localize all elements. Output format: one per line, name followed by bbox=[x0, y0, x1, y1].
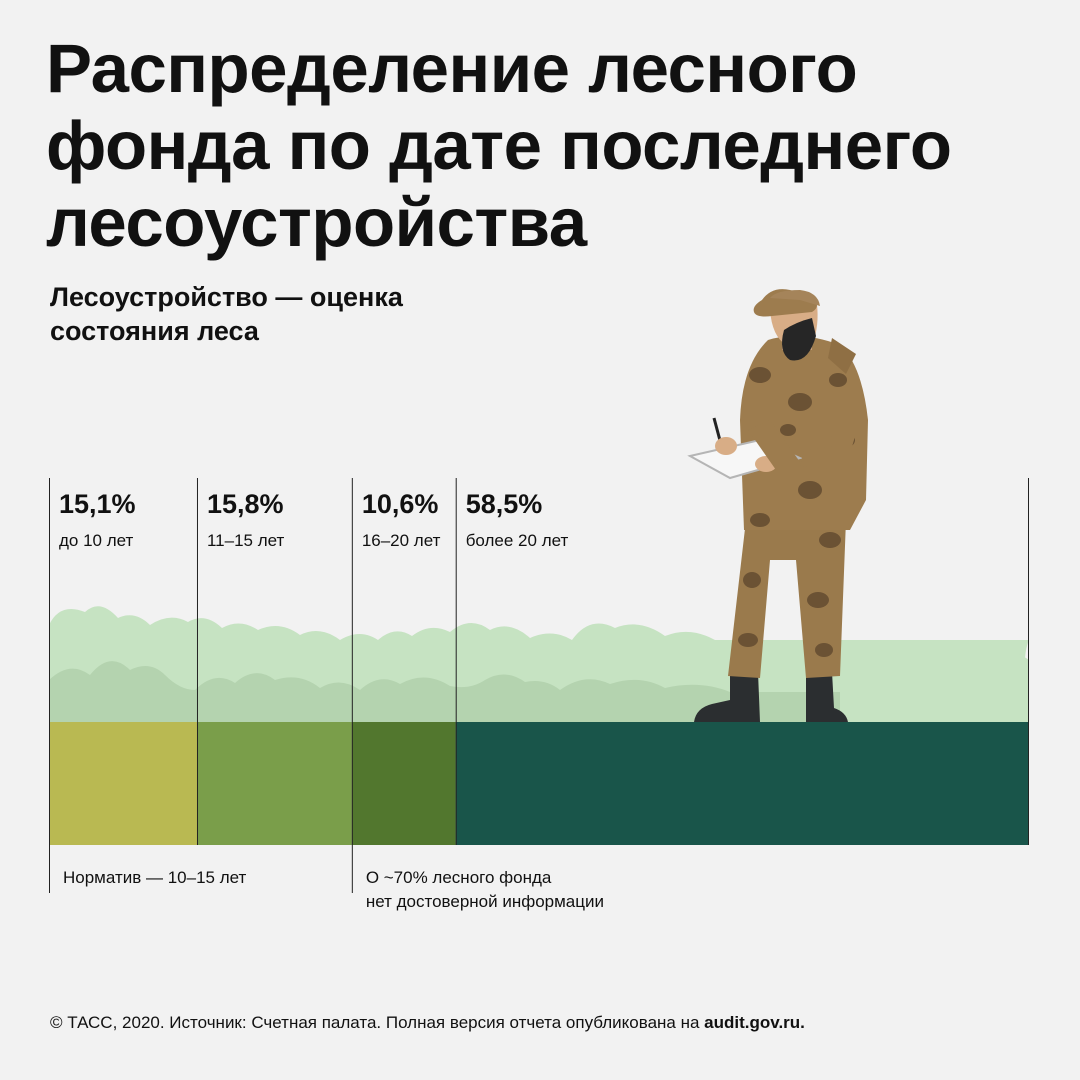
left-hand bbox=[715, 437, 737, 455]
left-boot bbox=[694, 672, 760, 722]
bar-segment-1 bbox=[49, 722, 197, 845]
bar-segment-3 bbox=[351, 722, 456, 845]
segment-range-label-3: 16–20 лет bbox=[362, 531, 441, 550]
segment-dividers bbox=[49, 478, 1029, 845]
bar-segment-4 bbox=[455, 722, 1029, 845]
beard bbox=[782, 318, 816, 361]
bar-segments bbox=[49, 722, 1029, 845]
footer-text: © ТАСС, 2020. Источник: Счетная палата. … bbox=[50, 1013, 705, 1032]
page-subtitle: Лесоустройство — оценка состояния леса bbox=[50, 282, 403, 346]
segment-range-label-2: 11–15 лет bbox=[207, 531, 285, 550]
segment-value-label-3: 10,6% bbox=[362, 489, 439, 519]
annotation-text-2-1: О ~70% лесного фонда bbox=[366, 868, 552, 887]
footer-link[interactable]: audit.gov.ru. bbox=[704, 1013, 805, 1032]
arm-right bbox=[800, 400, 860, 470]
segment-value-label-4: 58,5% bbox=[466, 489, 543, 519]
segment-labels: 15,1% до 10 лет 15,8% 11–15 лет 10,6% 16–20 л… bbox=[59, 489, 569, 550]
collar bbox=[828, 338, 856, 374]
annotation-text-2-2: нет достоверной информации bbox=[366, 892, 604, 911]
segment-range-label-4: более 20 лет bbox=[466, 531, 569, 550]
annotations: Норматив — 10–15 лет О ~70% лесного фонда… bbox=[49, 845, 604, 911]
bushes-front bbox=[49, 661, 1029, 722]
bar-segment-2 bbox=[196, 722, 352, 845]
forester-in-camouflage-with-clipboard-icon bbox=[687, 289, 868, 722]
right-boot bbox=[806, 672, 848, 722]
segment-value-label-1: 15,1% bbox=[59, 489, 136, 519]
segment-range-label-1: до 10 лет bbox=[59, 531, 134, 550]
arm bbox=[748, 420, 800, 470]
footer-credits: © ТАСС, 2020. Источник: Счетная палата. … bbox=[50, 1013, 1040, 1033]
segment-value-label-2: 15,8% bbox=[207, 489, 284, 519]
hat-top bbox=[770, 290, 820, 306]
annotation-text-1-1: Норматив — 10–15 лет bbox=[63, 868, 247, 887]
bushes-background bbox=[49, 606, 1029, 722]
bushes-right bbox=[840, 641, 1029, 722]
page-title: Распределение лесного фонда по дате посл… bbox=[46, 30, 952, 261]
